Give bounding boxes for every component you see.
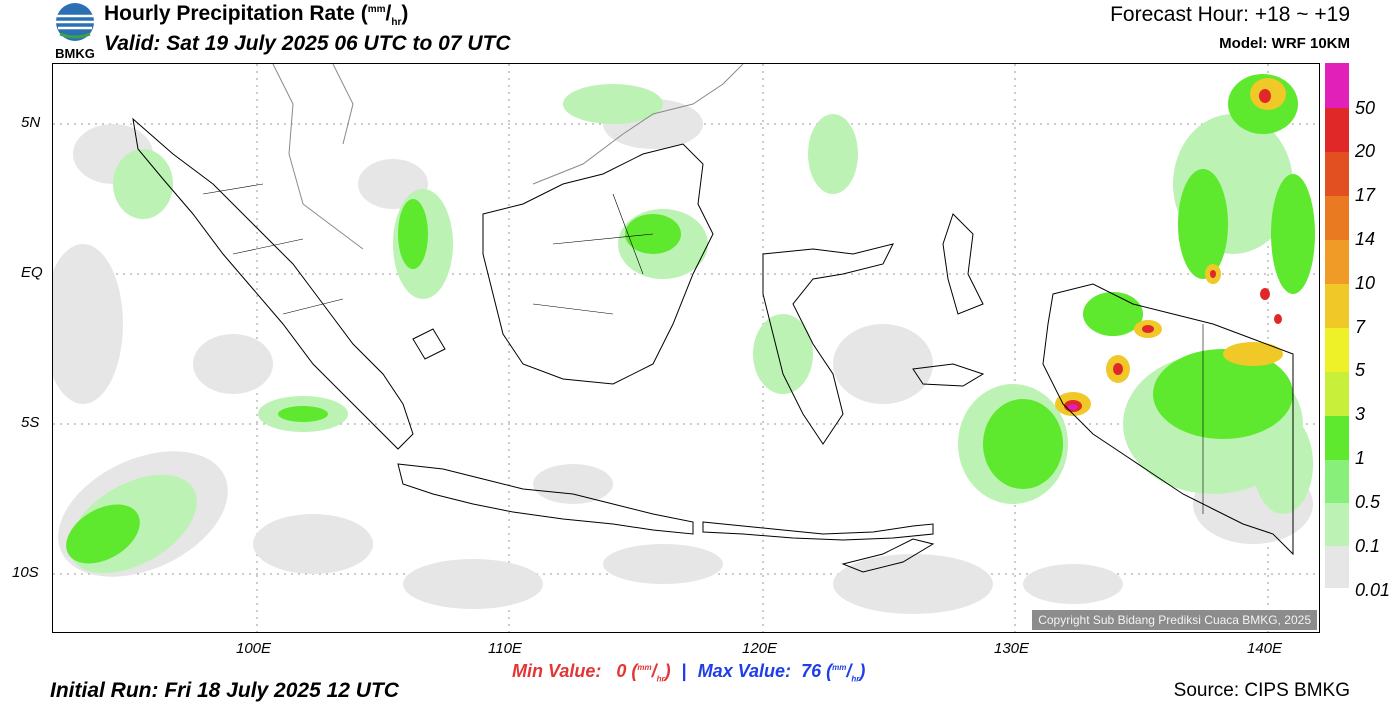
legend-label-1: 1 bbox=[1355, 448, 1366, 468]
precipitation-map: Copyright Sub Bidang Prediksi Cuaca BMKG… bbox=[52, 63, 1320, 633]
map-gridlines bbox=[53, 64, 1319, 632]
legend-swatch-50 bbox=[1325, 63, 1349, 108]
legend-label-50: 50 bbox=[1355, 98, 1376, 118]
min-value: 0 bbox=[616, 661, 627, 681]
logo-text: BMKG bbox=[55, 46, 95, 60]
province-borders bbox=[202, 183, 1204, 514]
data-source: Source: CIPS BMKG bbox=[1173, 680, 1350, 701]
legend-swatch-0-1 bbox=[1325, 503, 1349, 546]
lon-label-140e: 140E bbox=[1247, 640, 1283, 657]
initial-run: Initial Run: Fri 18 July 2025 12 UTC bbox=[50, 679, 399, 702]
copyright-notice: Copyright Sub Bidang Prediksi Cuaca BMKG… bbox=[1032, 610, 1317, 630]
legend-label-20: 20 bbox=[1355, 141, 1376, 161]
model-name: Model: WRF 10KM bbox=[1219, 35, 1350, 52]
lat-label-5s: 5S bbox=[21, 414, 40, 431]
title-close: ) bbox=[401, 2, 409, 25]
legend-swatch-17 bbox=[1325, 152, 1349, 196]
lat-label-eq: EQ bbox=[21, 264, 43, 281]
legend-swatch-0-01 bbox=[1325, 546, 1349, 588]
forecast-hour: Forecast Hour: +18 ~ +19 bbox=[1110, 3, 1350, 26]
legend-swatch-14 bbox=[1325, 196, 1349, 240]
lon-label-130e: 130E bbox=[994, 640, 1030, 657]
indonesia-coastlines bbox=[132, 117, 1294, 573]
max-unit-sup: mm bbox=[832, 663, 847, 672]
title-unit-sep: / bbox=[385, 2, 392, 25]
legend-label-0-5: 0.5 bbox=[1355, 492, 1381, 512]
neighbour-coastlines bbox=[272, 64, 744, 250]
lon-label-120e: 120E bbox=[742, 640, 778, 657]
legend-swatch-5 bbox=[1325, 328, 1349, 372]
legend-swatch-20 bbox=[1325, 108, 1349, 152]
min-label: Min Value: bbox=[512, 661, 602, 681]
min-value-group: Min Value: 0 (mm/hr) bbox=[512, 661, 676, 684]
legend-swatch-3 bbox=[1325, 372, 1349, 416]
precip-heavy bbox=[66, 74, 1315, 564]
min-max-values: Min Value: 0 (mm/hr) | Max Value: 76 (mm… bbox=[512, 661, 865, 684]
legend-label-14: 14 bbox=[1355, 229, 1376, 249]
lon-label-100e: 100E bbox=[236, 640, 272, 657]
legend-swatch-0-5 bbox=[1325, 460, 1349, 503]
lon-label-110e: 110E bbox=[488, 640, 522, 657]
bmkg-logo: BMKG bbox=[50, 2, 100, 61]
color-legend bbox=[1325, 63, 1349, 588]
max-unit-sub: hr bbox=[851, 674, 860, 684]
title-unit-sup: mm bbox=[367, 4, 386, 15]
title-main: Hourly Precipitation Rate ( bbox=[104, 2, 368, 25]
max-label: Max Value: bbox=[697, 661, 792, 681]
value-separator: | bbox=[681, 661, 687, 681]
legend-label-17: 17 bbox=[1355, 185, 1376, 205]
min-unit-sub: hr bbox=[656, 674, 665, 684]
lat-label-10s: 10S bbox=[12, 564, 39, 581]
map-canvas bbox=[53, 64, 1319, 632]
legend-label-7: 7 bbox=[1355, 317, 1366, 337]
max-value: 76 bbox=[801, 661, 822, 681]
valid-time: Valid: Sat 19 July 2025 06 UTC to 07 UTC bbox=[104, 32, 511, 55]
precip-max bbox=[1068, 404, 1078, 410]
min-unit-sup: mm bbox=[637, 663, 652, 672]
legend-swatch-7 bbox=[1325, 284, 1349, 328]
legend-label-5: 5 bbox=[1355, 360, 1366, 380]
precip-light bbox=[53, 99, 1313, 614]
legend-swatch-1 bbox=[1325, 416, 1349, 460]
legend-label-3: 3 bbox=[1355, 404, 1366, 424]
max-value-group: Max Value: 76 (mm/hr) bbox=[697, 661, 866, 684]
title-unit-sub: hr bbox=[391, 17, 402, 29]
legend-label-0-1: 0.1 bbox=[1355, 536, 1381, 556]
page-title: Hourly Precipitation Rate (mm/hr) bbox=[104, 2, 408, 28]
legend-label-0-01: 0.01 bbox=[1355, 580, 1391, 600]
legend-swatch-10 bbox=[1325, 240, 1349, 284]
legend-label-10: 10 bbox=[1355, 273, 1376, 293]
lat-label-5n: 5N bbox=[21, 114, 41, 131]
